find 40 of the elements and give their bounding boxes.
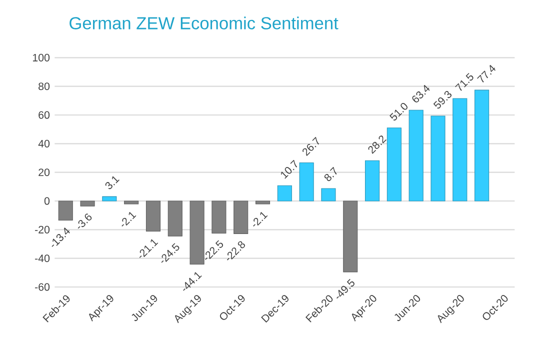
bar xyxy=(58,200,73,220)
data-label: 77.4 xyxy=(477,64,496,82)
chart-title: German ZEW Economic Sentiment xyxy=(70,16,338,30)
data-label: 63.4 xyxy=(412,84,430,102)
data-label: -3.6 xyxy=(78,214,92,229)
y-tick-label: 60 xyxy=(38,111,50,119)
y-tick-label: 40 xyxy=(38,140,50,148)
bar xyxy=(234,200,248,234)
bar xyxy=(277,185,292,202)
y-tick-label: -60 xyxy=(35,283,50,291)
y-tick-label: 20 xyxy=(38,168,50,176)
bar xyxy=(386,128,402,202)
bar xyxy=(299,162,314,202)
bar xyxy=(365,160,380,202)
bar xyxy=(452,98,468,202)
bar xyxy=(343,200,358,272)
bar xyxy=(212,200,226,234)
bar xyxy=(474,90,490,202)
data-label: 59.3 xyxy=(433,91,452,109)
bar xyxy=(146,200,161,232)
y-tick-label: -40 xyxy=(35,254,50,262)
bar xyxy=(102,196,117,202)
y-tick-label: 100 xyxy=(32,54,50,62)
bar xyxy=(321,188,336,202)
data-label: -2.1 xyxy=(122,212,136,226)
data-label: 3.1 xyxy=(105,176,120,190)
y-tick-label: 0 xyxy=(44,197,50,205)
y-tick-label: -20 xyxy=(35,226,50,234)
data-label: -2.1 xyxy=(253,212,268,226)
bar xyxy=(124,200,139,204)
data-label: 8.7 xyxy=(324,166,337,182)
bar xyxy=(168,200,182,236)
bar xyxy=(408,110,424,202)
bar xyxy=(80,200,95,206)
data-label: 71.5 xyxy=(455,72,474,91)
bar xyxy=(430,116,446,202)
y-tick-label: 80 xyxy=(38,82,50,90)
bar xyxy=(255,200,270,204)
data-label: 51.0 xyxy=(390,102,408,120)
bar xyxy=(190,200,204,264)
